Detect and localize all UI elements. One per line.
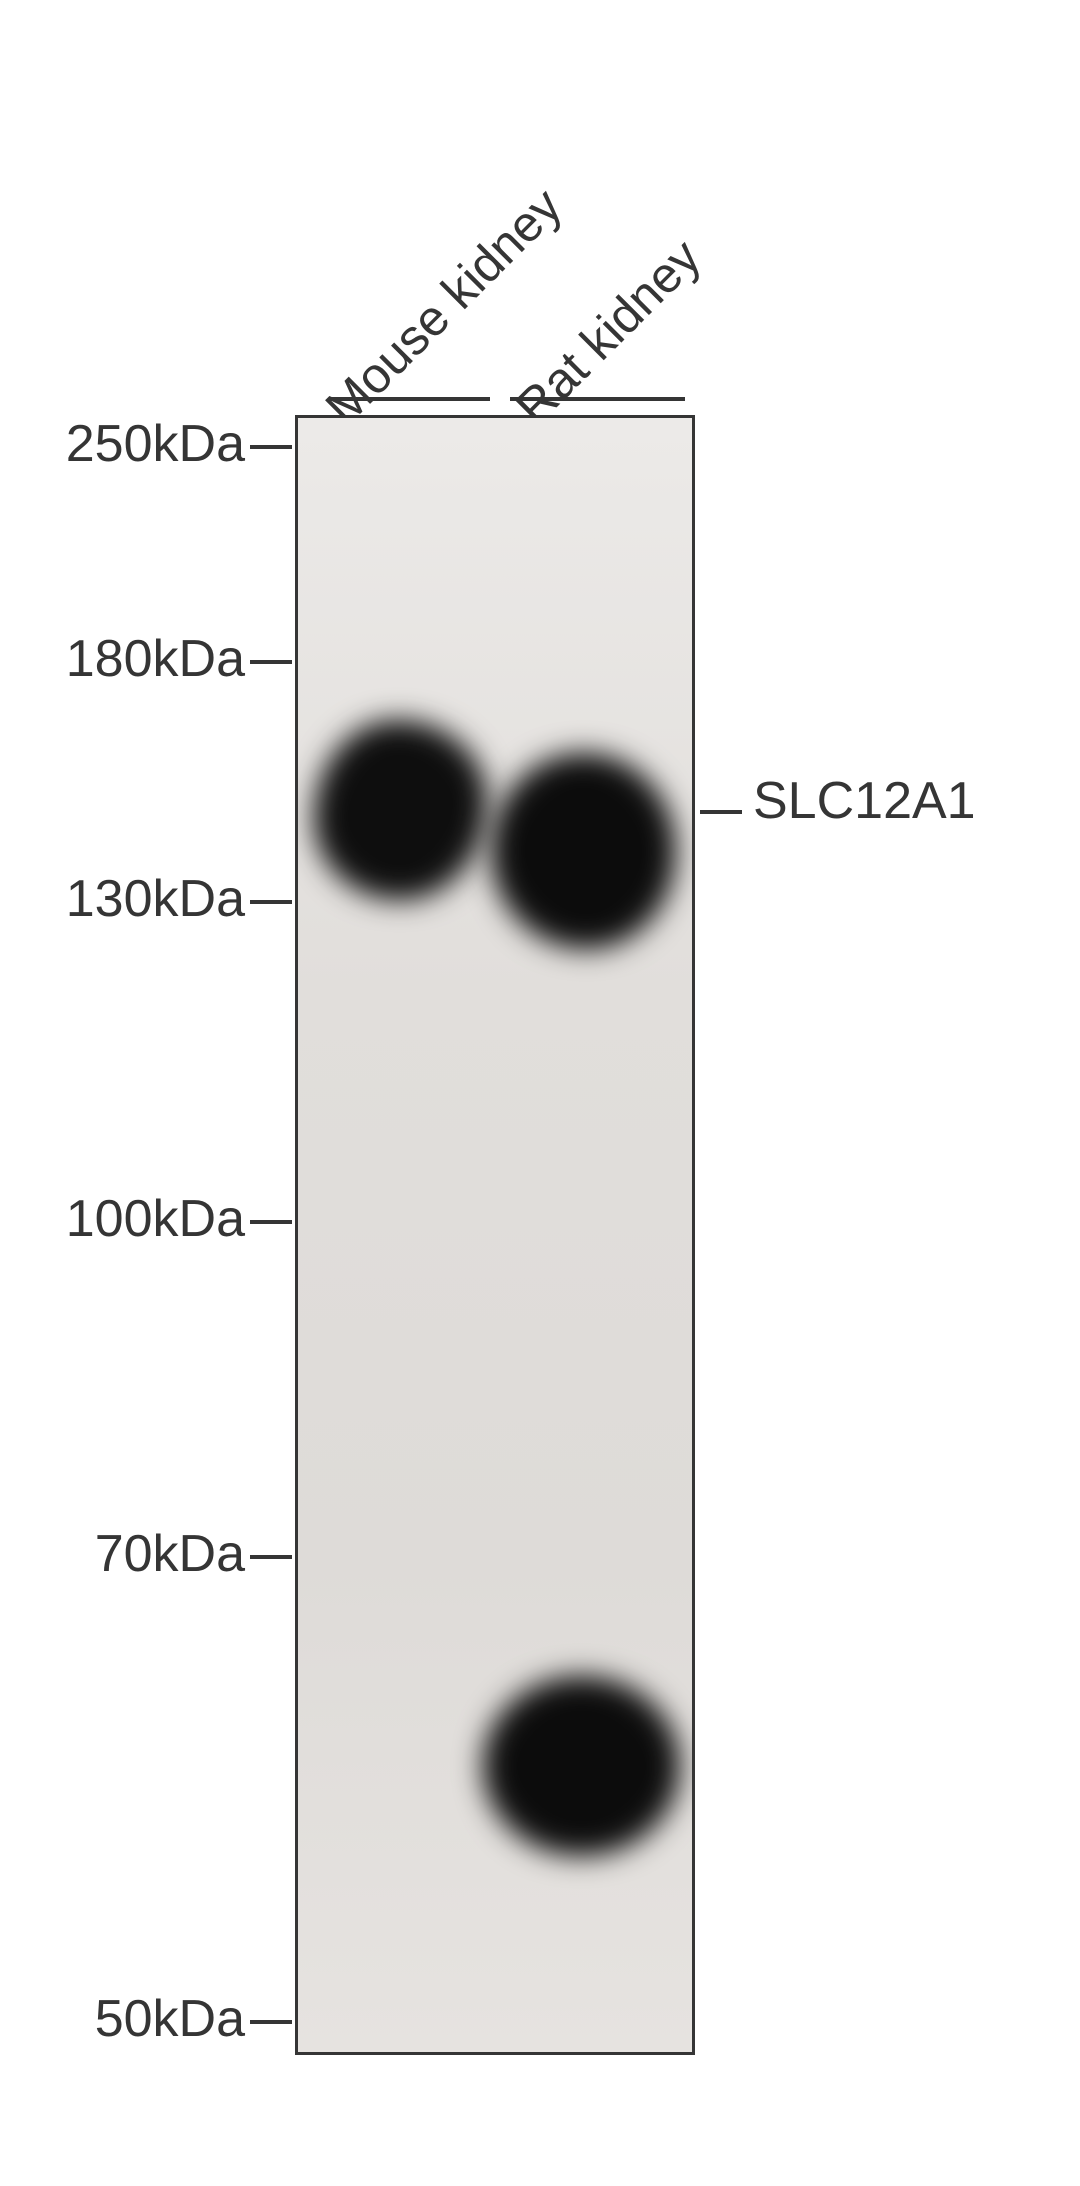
ladder-tick-3 [250, 1220, 292, 1224]
ladder-tick-5 [250, 2020, 292, 2024]
blot-membrane-inner [298, 418, 692, 2052]
ladder-tick-4 [250, 1555, 292, 1559]
lane-label-rat: Rat kidney [504, 228, 712, 436]
ladder-label-2: 130kDa [66, 869, 245, 929]
lane-underline-0 [330, 397, 490, 401]
ladder-tick-1 [250, 660, 292, 664]
lane-underline-1 [510, 397, 685, 401]
ladder-label-5: 50kDa [95, 1989, 245, 2049]
ladder-label-4: 70kDa [95, 1524, 245, 1584]
band-rat-lower [483, 1676, 680, 1856]
band-mouse-main [314, 720, 487, 900]
protein-label: SLC12A1 [753, 771, 976, 831]
ladder-tick-2 [250, 900, 292, 904]
band-rat-main [491, 753, 676, 949]
ladder-label-1: 180kDa [66, 629, 245, 689]
ladder-tick-0 [250, 445, 292, 449]
blot-membrane [295, 415, 695, 2055]
protein-tick [700, 810, 742, 814]
western-blot-figure: Mouse kidney Rat kidney 250kDa 180kDa 13… [0, 0, 1080, 2186]
ladder-label-3: 100kDa [66, 1189, 245, 1249]
ladder-label-0: 250kDa [66, 414, 245, 474]
